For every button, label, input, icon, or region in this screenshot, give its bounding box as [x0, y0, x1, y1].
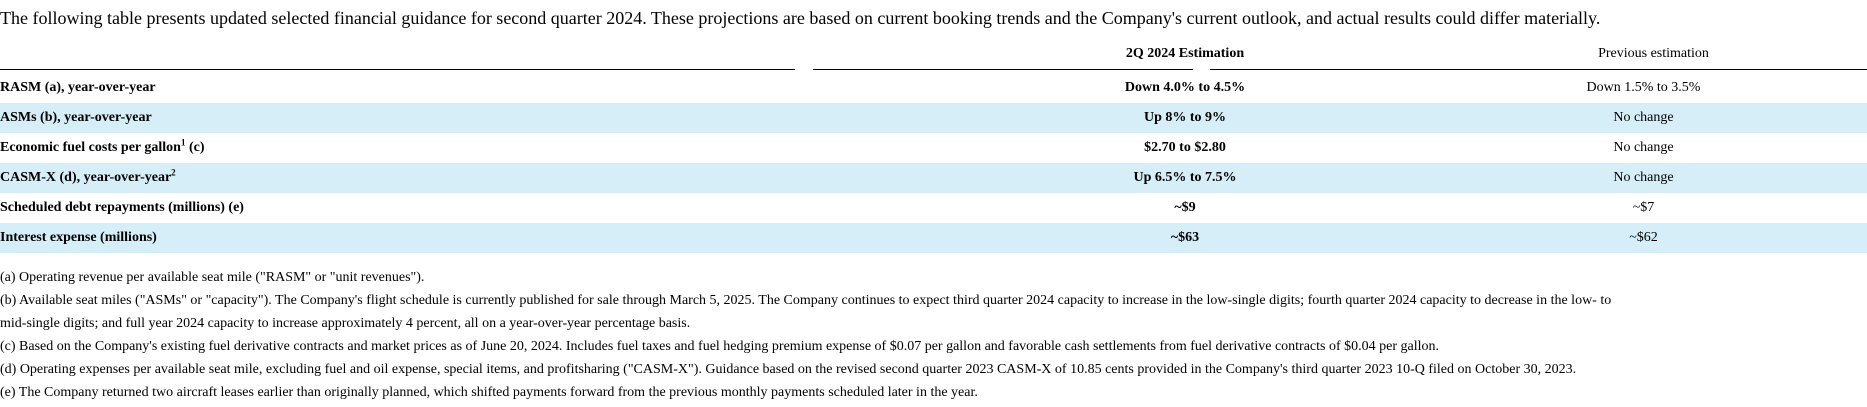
- guidance-table: RASM (a), year-over-year Down 4.0% to 4.…: [0, 73, 1867, 253]
- table-row: Economic fuel costs per gallon1 (c) $2.7…: [0, 133, 1867, 163]
- column-header-previous: Previous estimation: [1598, 46, 1709, 61]
- footnote: (d) Operating expenses per available sea…: [0, 362, 1577, 377]
- row-label: ASMs (b), year-over-year: [0, 103, 950, 133]
- row-label: Economic fuel costs per gallon1 (c): [0, 137, 205, 155]
- table-row: ASMs (b), year-over-year Up 8% to 9% No …: [0, 103, 1867, 133]
- row-previous: No change: [1613, 140, 1674, 155]
- row-previous: No change: [1420, 163, 1867, 193]
- footnote: (b) Available seat miles ("ASMs" or "cap…: [0, 293, 1612, 308]
- footnotes: (a) Operating revenue per available seat…: [0, 266, 1867, 404]
- row-previous: ~$7: [1632, 200, 1655, 215]
- row-estimation: ~$63: [950, 223, 1420, 253]
- header-rule-estimation: [813, 69, 1193, 70]
- header-rule-previous: [1210, 69, 1867, 70]
- row-previous: Down 1.5% to 3.5%: [1586, 80, 1701, 95]
- table-row: CASM-X (d), year-over-year2 Up 6.5% to 7…: [0, 163, 1867, 193]
- row-label: CASM-X (d), year-over-year2: [0, 163, 950, 193]
- table-row: RASM (a), year-over-year Down 4.0% to 4.…: [0, 73, 1867, 103]
- row-label: Interest expense (millions): [0, 223, 950, 253]
- footnote: mid-single digits; and full year 2024 ca…: [0, 316, 691, 331]
- row-label: RASM (a), year-over-year: [0, 80, 156, 95]
- footnote: (c) Based on the Company's existing fuel…: [0, 339, 1440, 354]
- row-estimation: Up 8% to 9%: [950, 103, 1420, 133]
- row-previous: No change: [1420, 103, 1867, 133]
- header-rule-label: [0, 69, 795, 70]
- footnote: (e) The Company returned two aircraft le…: [0, 385, 978, 400]
- row-estimation: Up 6.5% to 7.5%: [950, 163, 1420, 193]
- column-header-estimation: 2Q 2024 Estimation: [1125, 46, 1245, 61]
- row-previous: ~$62: [1420, 223, 1867, 253]
- footnote: (a) Operating revenue per available seat…: [0, 270, 425, 285]
- row-estimation: Down 4.0% to 4.5%: [1124, 80, 1246, 95]
- table-row: Scheduled debt repayments (millions) (e)…: [0, 193, 1867, 223]
- intro-paragraph: The following table presents updated sel…: [0, 8, 1601, 28]
- table-row: Interest expense (millions) ~$63 ~$62: [0, 223, 1867, 253]
- row-estimation: ~$9: [1174, 200, 1196, 215]
- row-estimation: $2.70 to $2.80: [1144, 140, 1226, 155]
- row-label: Scheduled debt repayments (millions) (e): [0, 200, 244, 215]
